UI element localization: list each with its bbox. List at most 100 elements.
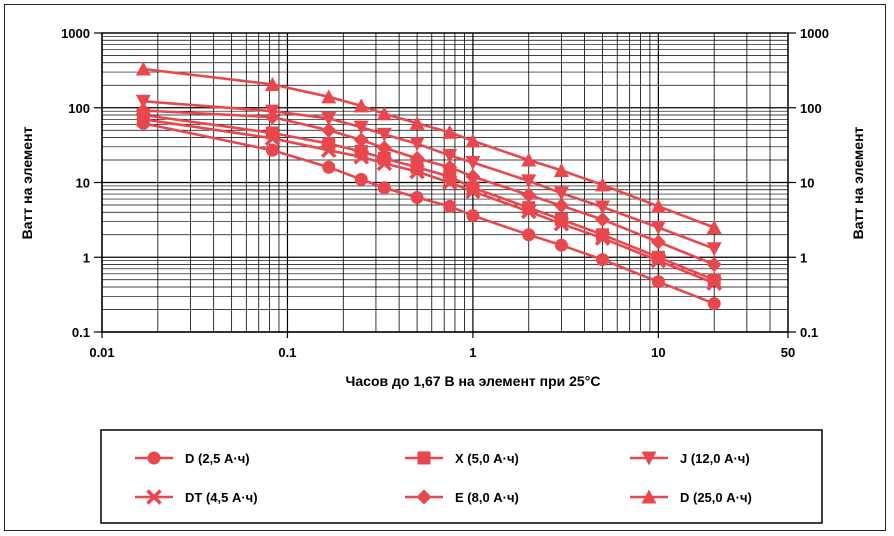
data-point [442,148,458,163]
data-point [409,150,425,166]
cross-stroke [465,183,481,200]
y-axis-label-right: Ватт на элемент [850,126,866,239]
tick-labels: 1000 1000 100 100 10 10 1 1 0.1 0.1 0.01 0.1 1 10 50 [61,26,829,360]
series-2 [135,94,722,257]
y-tick-label-left: 100 [68,101,90,116]
data-point [595,177,611,192]
data-point [443,199,457,213]
data-point [410,190,424,204]
legend-marker [417,451,431,465]
cross-stroke [442,174,458,191]
data-point [650,221,666,236]
legend-marker [147,451,161,465]
data-point [353,132,369,148]
legend-item: X (5,0 А·ч) [405,451,519,466]
series-line [143,113,715,282]
data-point [651,275,665,289]
legend-item: D (25,0 А·ч) [630,489,752,505]
data-point [465,156,481,171]
data-point [264,76,280,91]
legend-marker [641,489,657,504]
data-point [442,174,458,191]
legend-label: DT (4,5 А·ч) [185,490,258,505]
cross-stroke [594,230,611,246]
data-point [522,228,536,242]
legend-item: D (2,5 А·ч) [135,451,250,466]
cross-stroke [376,155,393,172]
cross-stroke [321,142,337,158]
data-point [465,183,481,200]
y-tick-label-left: 1000 [61,26,90,41]
data-point [553,198,569,214]
legend-item: E (8,0 А·ч) [405,489,519,505]
data-point [650,234,666,250]
data-point [594,230,611,246]
legend-label: E (8,0 А·ч) [455,490,519,505]
data-point [377,181,391,195]
x-tick-label: 0.1 [278,345,296,360]
data-point [650,198,666,213]
data-point [135,61,151,76]
y-axis-label-left: Ватт на элемент [19,126,35,239]
data-point [595,211,611,227]
data-point [376,127,392,142]
data-point [706,220,722,235]
legend: D (2,5 А·ч) X (5,0 А·ч) J (12,0 А·ч) DT (4,… [135,451,752,505]
data-point [321,142,337,158]
data-point [706,275,722,291]
y-tick-label-right: 1000 [800,26,829,41]
legend-label: X (5,0 А·ч) [455,451,519,466]
data-point [466,209,480,223]
axes [94,32,796,338]
data-point [264,109,280,125]
x-tick-label: 1 [469,345,476,360]
data-point [553,216,570,232]
data-point [135,111,152,128]
data-point [521,152,537,167]
legend-label: D (25,0 А·ч) [680,490,752,505]
data-point [376,140,392,156]
legend-marker [146,489,162,505]
data-point [265,143,279,157]
data-point [321,111,337,126]
data-point [264,130,281,147]
legend-marker [641,451,657,466]
x-tick-label: 0.01 [89,345,114,360]
cross-stroke [353,149,369,165]
data-point [135,102,151,118]
cross-stroke [521,203,537,220]
y-tick-label-right: 10 [800,176,814,191]
data-point [409,115,425,130]
data-point [135,94,151,109]
data-point [553,162,569,177]
legend-item: J (12,0 А·ч) [630,451,750,466]
data-point [321,122,337,138]
data-point [354,172,368,186]
cross-stroke [706,275,722,291]
data-point [596,253,610,267]
series-line [143,109,715,266]
cross-stroke [650,252,667,269]
data-point [650,252,667,269]
data-point [353,149,369,165]
series-4 [135,102,722,272]
data-point [442,124,458,139]
legend-label: J (12,0 А·ч) [680,451,750,466]
data-point [706,242,722,257]
data-point [521,174,537,189]
data-point [707,297,721,311]
data-point [521,203,537,220]
data-point [353,120,369,135]
data-point [376,106,392,121]
legend-box [100,429,823,524]
x-tick-label: 50 [781,345,795,360]
series-5 [135,61,722,235]
series-layer [135,61,722,311]
cross-stroke [553,216,570,232]
y-tick-label-left: 0.1 [72,325,90,340]
series-line [143,122,715,305]
data-point [321,89,337,104]
cross-stroke [409,163,425,180]
y-tick-label-left: 10 [76,176,90,191]
data-point [409,137,425,152]
